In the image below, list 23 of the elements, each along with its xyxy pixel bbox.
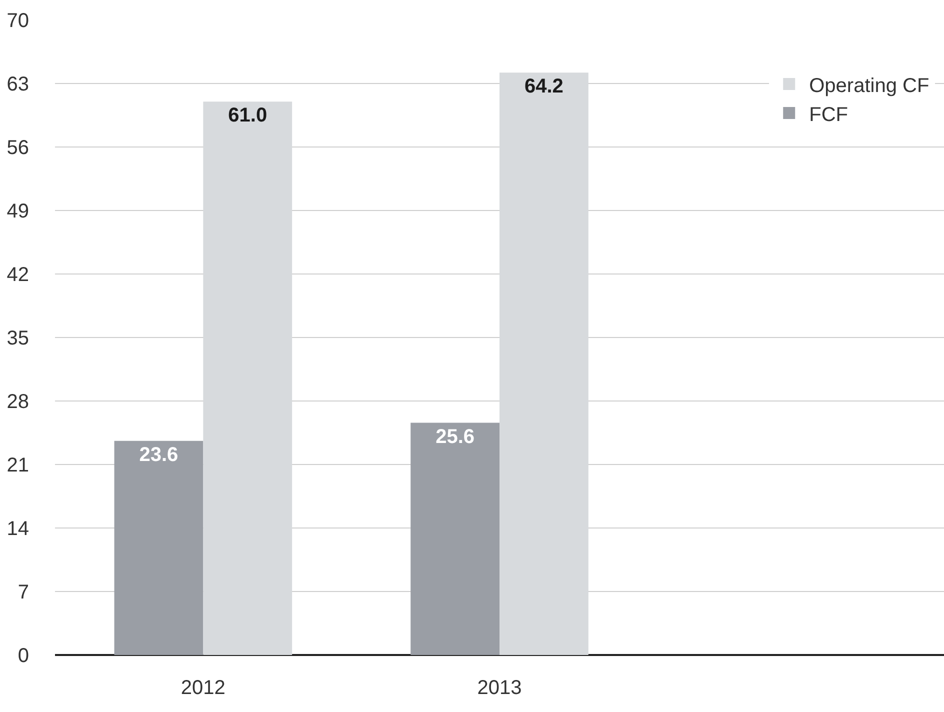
y-tick-label: 35	[6, 328, 29, 350]
y-tick-label: 42	[6, 264, 29, 286]
y-tick-label: 0	[18, 645, 29, 667]
bar	[500, 72, 588, 655]
legend-label: Operating CF	[809, 74, 930, 97]
x-tick-label: 2013	[477, 677, 522, 699]
legend-label: FCF	[809, 104, 848, 126]
y-tick-label: 49	[6, 200, 29, 222]
data-label: 64.2	[524, 76, 564, 98]
data-label: 61.0	[228, 104, 268, 127]
y-tick-label: 14	[6, 518, 29, 540]
y-tick-label: 7	[18, 582, 29, 604]
bar	[203, 102, 292, 655]
y-tick-label: 70	[6, 10, 29, 32]
y-tick-label: 21	[6, 454, 29, 476]
x-tick-label: 2012	[180, 677, 226, 699]
bar	[114, 440, 204, 655]
y-tick-label: 28	[6, 391, 29, 413]
bar	[410, 422, 500, 655]
y-tick-label: 56	[6, 137, 29, 159]
data-label: 25.6	[436, 426, 475, 448]
y-tick-label: 63	[6, 74, 29, 96]
data-label: 23.6	[139, 444, 178, 466]
